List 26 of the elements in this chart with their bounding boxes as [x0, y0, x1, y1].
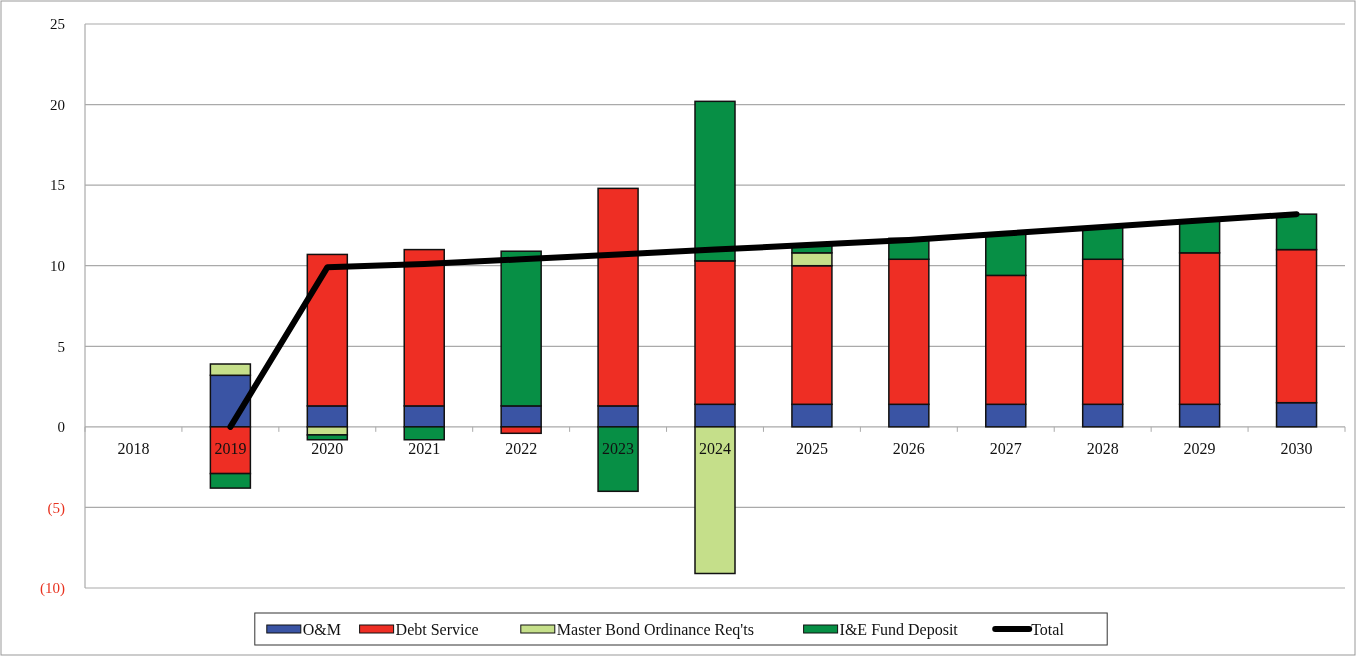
legend-label: Master Bond Ordinance Req'ts: [556, 620, 754, 639]
y-tick-label: (10): [40, 580, 65, 598]
y-tick-label: 10: [50, 257, 65, 274]
x-tick-label: 2022: [505, 439, 538, 457]
x-tick-label: 2021: [408, 439, 441, 457]
x-tick-label: 2023: [602, 439, 635, 457]
y-tick-label: (5): [47, 499, 65, 517]
y-tick-label: 5: [57, 338, 65, 355]
x-tick-label: 2026: [892, 439, 925, 457]
legend-label: I&E Fund Deposit: [839, 620, 959, 639]
legend-label: O&M: [302, 620, 342, 638]
y-tick-label: 20: [50, 96, 65, 113]
x-tick-label: 2027: [989, 439, 1022, 457]
y-tick-label: 25: [50, 16, 65, 33]
legend-label: Total: [1031, 620, 1065, 638]
x-tick-label: 2029: [1183, 439, 1216, 457]
y-tick-label: 0: [57, 419, 65, 436]
x-tick-label: 2019: [214, 439, 247, 457]
y-tick-label: 15: [50, 177, 65, 194]
legend-label: Debt Service: [395, 620, 479, 638]
x-tick-label: 2024: [699, 439, 731, 457]
x-tick-label: 2028: [1086, 439, 1119, 457]
x-tick-label: 2020: [311, 439, 344, 457]
x-tick-label: 2025: [795, 439, 828, 457]
x-tick-label: 2018: [117, 439, 150, 457]
x-tick-label: 2030: [1280, 439, 1313, 457]
